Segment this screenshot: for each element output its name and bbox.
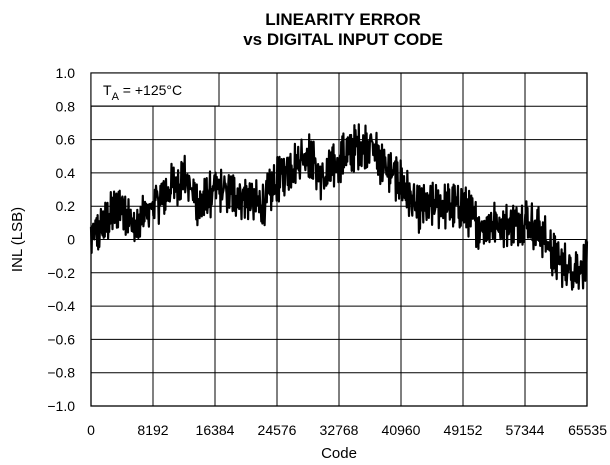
x-axis-label: Code xyxy=(321,445,357,462)
y-tick-label: 0.4 xyxy=(56,165,76,181)
x-tick-label: 40960 xyxy=(382,422,421,438)
annotation-box-frame xyxy=(90,72,220,107)
y-tick-label: 0.8 xyxy=(56,98,76,114)
y-tick-label: −0.2 xyxy=(47,265,75,281)
y-tick-label: 0.6 xyxy=(56,132,76,148)
y-tick-label: 0 xyxy=(67,232,75,248)
y-tick-label: −0.4 xyxy=(47,298,75,314)
x-tick-label: 24576 xyxy=(258,422,297,438)
series-layer xyxy=(89,123,589,291)
y-tick-label: −0.8 xyxy=(47,365,75,381)
x-tick-label: 65535 xyxy=(568,422,607,438)
plot-frame xyxy=(90,72,588,407)
y-tick-label: 1.0 xyxy=(56,65,76,81)
x-tick-label: 8192 xyxy=(137,422,168,438)
x-tick-label: 0 xyxy=(87,422,95,438)
y-tick-label: −0.6 xyxy=(47,331,75,347)
y-tick-labels: 1.0 0.8 0.6 0.4 0.2 0 −0.2 −0.4 −0.6 −0.8 −1.0 xyxy=(47,65,75,414)
x-tick-label: 49152 xyxy=(444,422,483,438)
x-tick-label: 57344 xyxy=(506,422,545,438)
temperature-annotation: TA = +125°C xyxy=(103,82,182,103)
series-line-0 xyxy=(89,123,589,291)
x-tick-label: 16384 xyxy=(196,422,235,438)
chart-title-line-1: LINEARITY ERROR xyxy=(265,10,421,29)
x-tick-labels: 0 8192 16384 24576 32768 40960 49152 57344 65535 xyxy=(87,422,607,438)
temperature-annotation-box: TA = +125°C xyxy=(90,72,220,107)
y-tick-label: −1.0 xyxy=(47,398,75,414)
y-tick-label: 0.2 xyxy=(56,198,76,214)
y-axis-label: INL (LSB) xyxy=(9,207,26,272)
x-tick-label: 32768 xyxy=(320,422,359,438)
chart-title-line-2: vs DIGITAL INPUT CODE xyxy=(243,30,443,49)
